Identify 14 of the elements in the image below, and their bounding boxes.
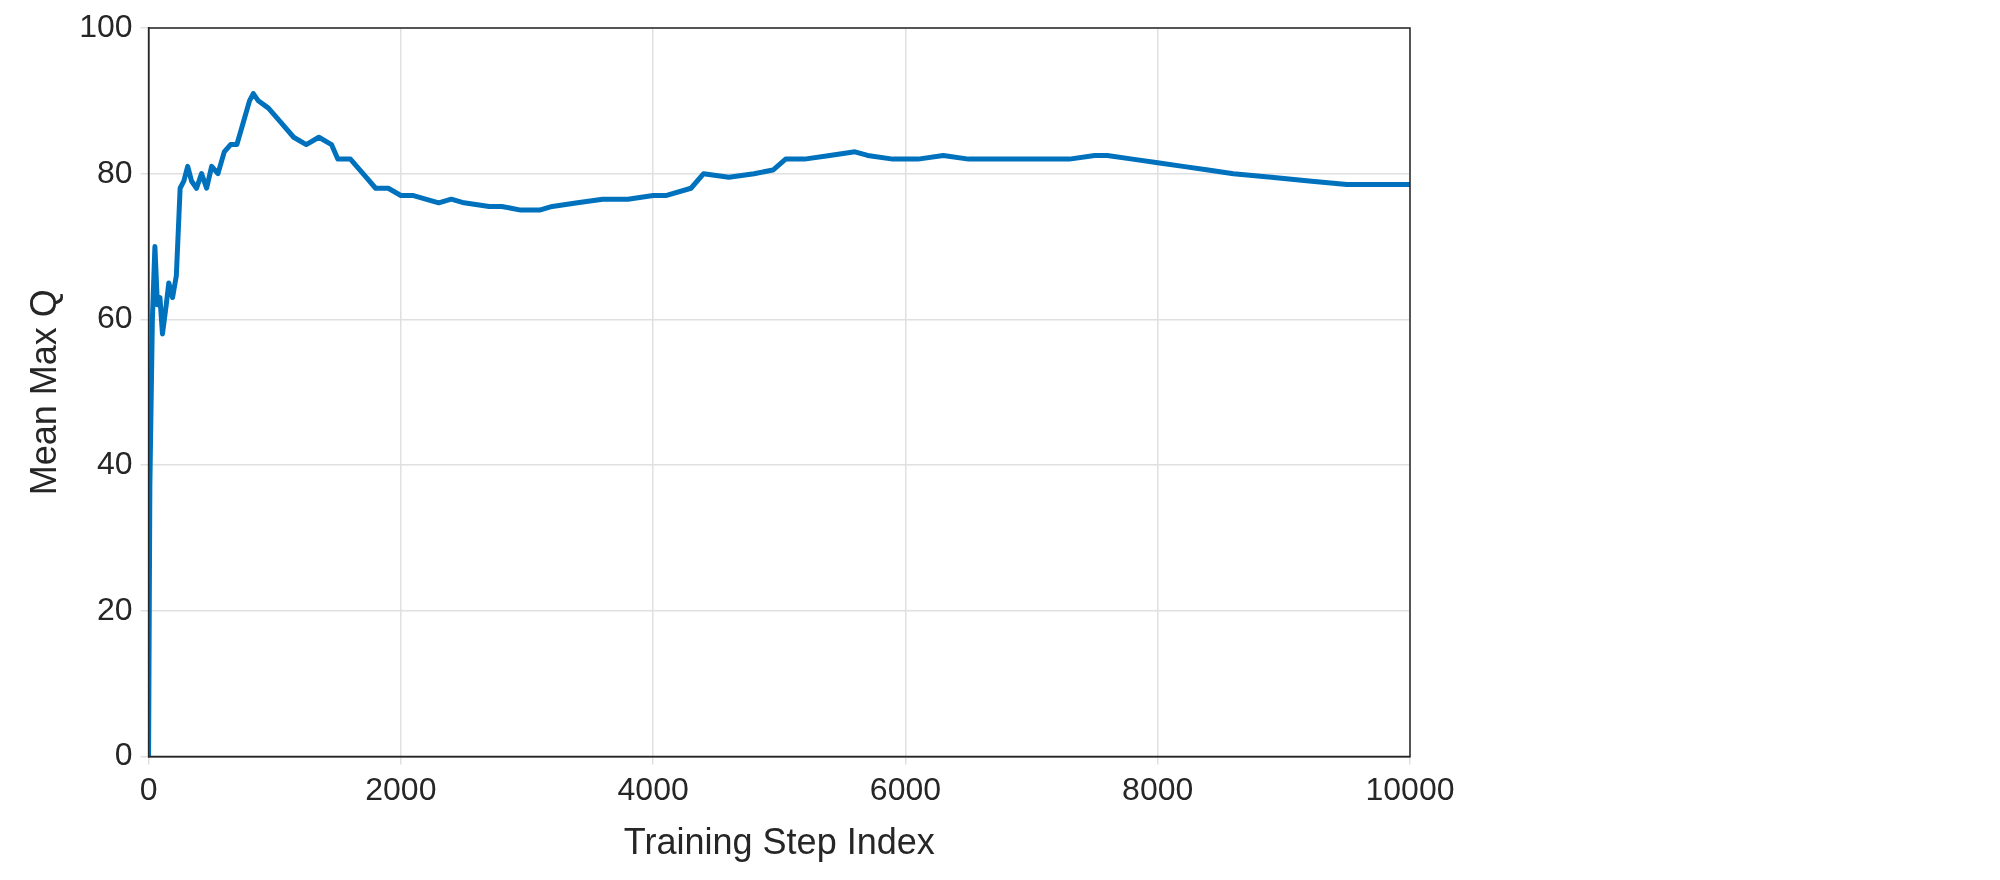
y-tick-label: 100 <box>79 7 133 44</box>
x-axis-title: Training Step Index <box>623 821 935 863</box>
x-tick-label: 10000 <box>1365 771 1455 808</box>
x-tick-label: 8000 <box>1122 771 1194 808</box>
x-tick-label: 2000 <box>365 771 437 808</box>
y-tick-label: 20 <box>97 590 133 627</box>
x-tick-label: 6000 <box>869 771 942 808</box>
y-tick-label: 60 <box>97 299 133 336</box>
y-axis-title: Mean Max Q <box>22 289 64 496</box>
x-tick-label: 0 <box>139 771 158 808</box>
y-tick-label: 0 <box>114 736 133 773</box>
x-tick-label: 4000 <box>617 771 689 808</box>
y-tick-label: 80 <box>97 153 133 190</box>
y-tick-label: 40 <box>97 444 133 481</box>
